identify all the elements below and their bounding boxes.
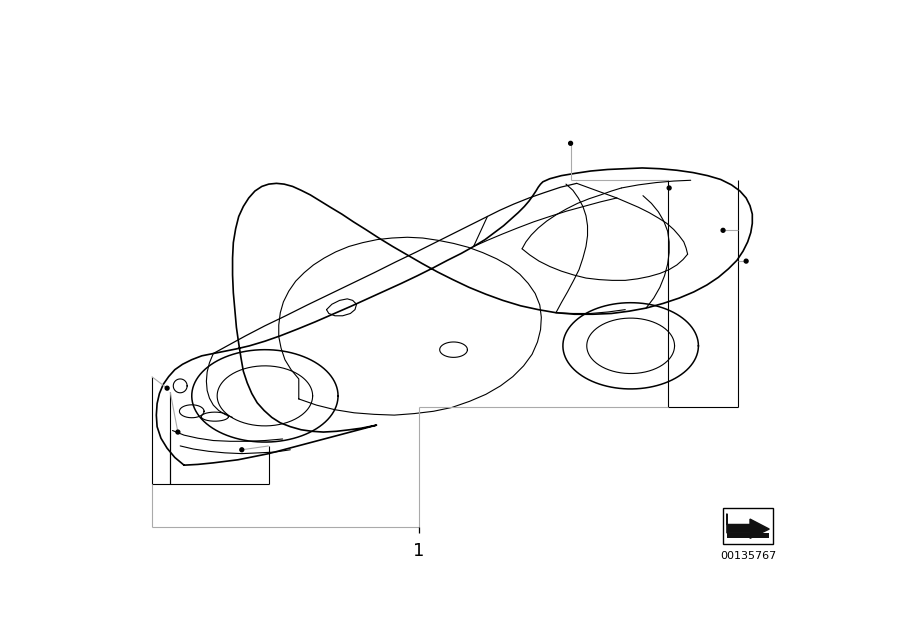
Circle shape [744, 259, 748, 263]
Text: 1: 1 [413, 542, 425, 560]
Text: 00135767: 00135767 [720, 551, 776, 561]
Circle shape [176, 430, 180, 434]
Polygon shape [727, 514, 770, 538]
Bar [727, 533, 770, 538]
Circle shape [569, 141, 572, 145]
Circle shape [240, 448, 244, 452]
Circle shape [667, 186, 671, 190]
Circle shape [166, 386, 169, 390]
Circle shape [721, 228, 725, 232]
Bar [723, 508, 773, 544]
